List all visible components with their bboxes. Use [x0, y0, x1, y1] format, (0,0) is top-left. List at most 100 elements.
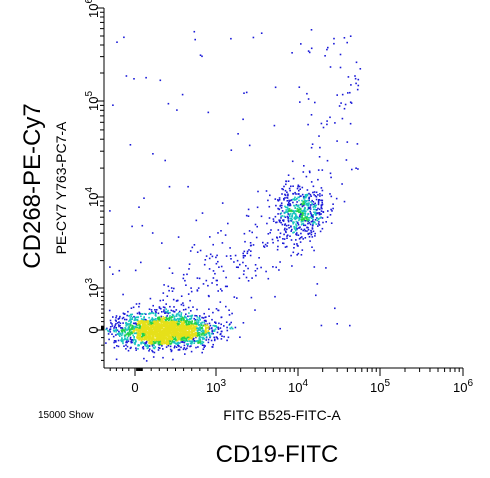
event-dot	[301, 249, 304, 251]
event-dot	[171, 340, 174, 342]
event-dot	[148, 332, 151, 335]
event-dot	[329, 193, 331, 195]
event-dot	[280, 207, 283, 209]
event-dot	[203, 319, 206, 322]
event-dot	[188, 329, 190, 332]
event-dot	[211, 346, 213, 348]
event-dot	[290, 217, 293, 220]
event-dot	[178, 314, 180, 316]
event-dot	[165, 340, 167, 343]
event-dot	[115, 358, 118, 361]
event-dot	[293, 198, 296, 200]
event-dot	[264, 243, 267, 246]
event-dot	[189, 318, 191, 320]
event-dot	[119, 325, 121, 327]
event-dot	[125, 341, 127, 344]
event-dot	[142, 342, 145, 344]
event-dot	[203, 333, 205, 336]
event-dot	[140, 331, 142, 334]
event-dot	[304, 212, 306, 214]
event-dot	[321, 207, 323, 210]
event-dot	[243, 92, 245, 94]
event-dot	[255, 236, 258, 239]
event-dot	[295, 226, 297, 229]
event-dot	[291, 218, 293, 221]
event-dot	[120, 339, 123, 341]
event-dot	[199, 341, 201, 343]
event-dot	[114, 324, 117, 326]
event-dot	[154, 346, 157, 348]
event-dot	[288, 200, 291, 202]
event-dot	[297, 234, 300, 236]
event-dot	[122, 316, 125, 319]
event-dot	[294, 207, 297, 209]
event-dot	[247, 280, 250, 282]
event-dot	[250, 250, 252, 252]
event-dot	[237, 133, 239, 135]
event-dot	[208, 328, 211, 330]
event-dot	[320, 122, 323, 125]
event-dot	[149, 341, 151, 344]
event-dot	[127, 324, 129, 326]
event-dot	[159, 299, 162, 302]
event-dot	[179, 342, 181, 344]
event-dot	[213, 329, 216, 331]
event-dot	[301, 193, 304, 196]
event-dot	[254, 264, 257, 266]
event-dot	[151, 342, 154, 345]
event-dot	[136, 328, 138, 330]
event-dot	[310, 114, 313, 116]
event-dot	[148, 316, 150, 319]
event-dot	[130, 340, 132, 343]
event-dot	[141, 320, 144, 322]
event-dot	[170, 287, 173, 289]
event-dot	[167, 325, 170, 328]
event-dot	[304, 201, 307, 204]
event-dot	[312, 191, 314, 194]
event-dot	[313, 211, 315, 213]
event-dot	[168, 338, 170, 340]
event-dot	[298, 193, 300, 195]
event-dot	[166, 335, 169, 337]
event-dot	[193, 340, 196, 342]
event-dot	[278, 221, 281, 223]
event-dot	[173, 316, 176, 318]
event-dot	[307, 123, 309, 126]
event-dot	[176, 329, 178, 332]
event-dot	[182, 339, 184, 341]
event-dot	[290, 185, 292, 188]
event-dot	[195, 335, 198, 338]
event-dot	[152, 356, 155, 358]
event-dot	[149, 343, 151, 345]
event-dot	[329, 116, 331, 119]
event-dot	[277, 207, 279, 210]
event-dot	[111, 333, 113, 335]
event-dot	[308, 51, 311, 54]
event-dot	[287, 208, 289, 210]
event-dot	[279, 232, 282, 235]
event-dot	[105, 328, 107, 331]
event-dot	[183, 335, 186, 337]
event-dot	[175, 346, 178, 348]
event-dot	[129, 347, 132, 350]
event-dot	[265, 190, 268, 192]
event-dot	[130, 321, 132, 323]
event-dot	[260, 215, 263, 218]
event-dot	[214, 328, 217, 330]
event-dot	[137, 336, 139, 339]
event-dot	[298, 226, 301, 229]
event-dot	[199, 319, 201, 321]
event-dot	[349, 101, 352, 103]
event-dot	[181, 93, 184, 96]
event-dot	[163, 331, 165, 334]
event-dot	[185, 327, 188, 329]
event-dot	[172, 298, 175, 301]
event-dot	[296, 210, 298, 213]
event-dot	[193, 337, 195, 340]
event-dot	[330, 222, 333, 224]
event-dot	[326, 48, 328, 51]
event-dot	[191, 335, 194, 338]
event-dot	[111, 325, 114, 327]
event-dot	[318, 213, 321, 216]
event-dot	[202, 283, 205, 285]
